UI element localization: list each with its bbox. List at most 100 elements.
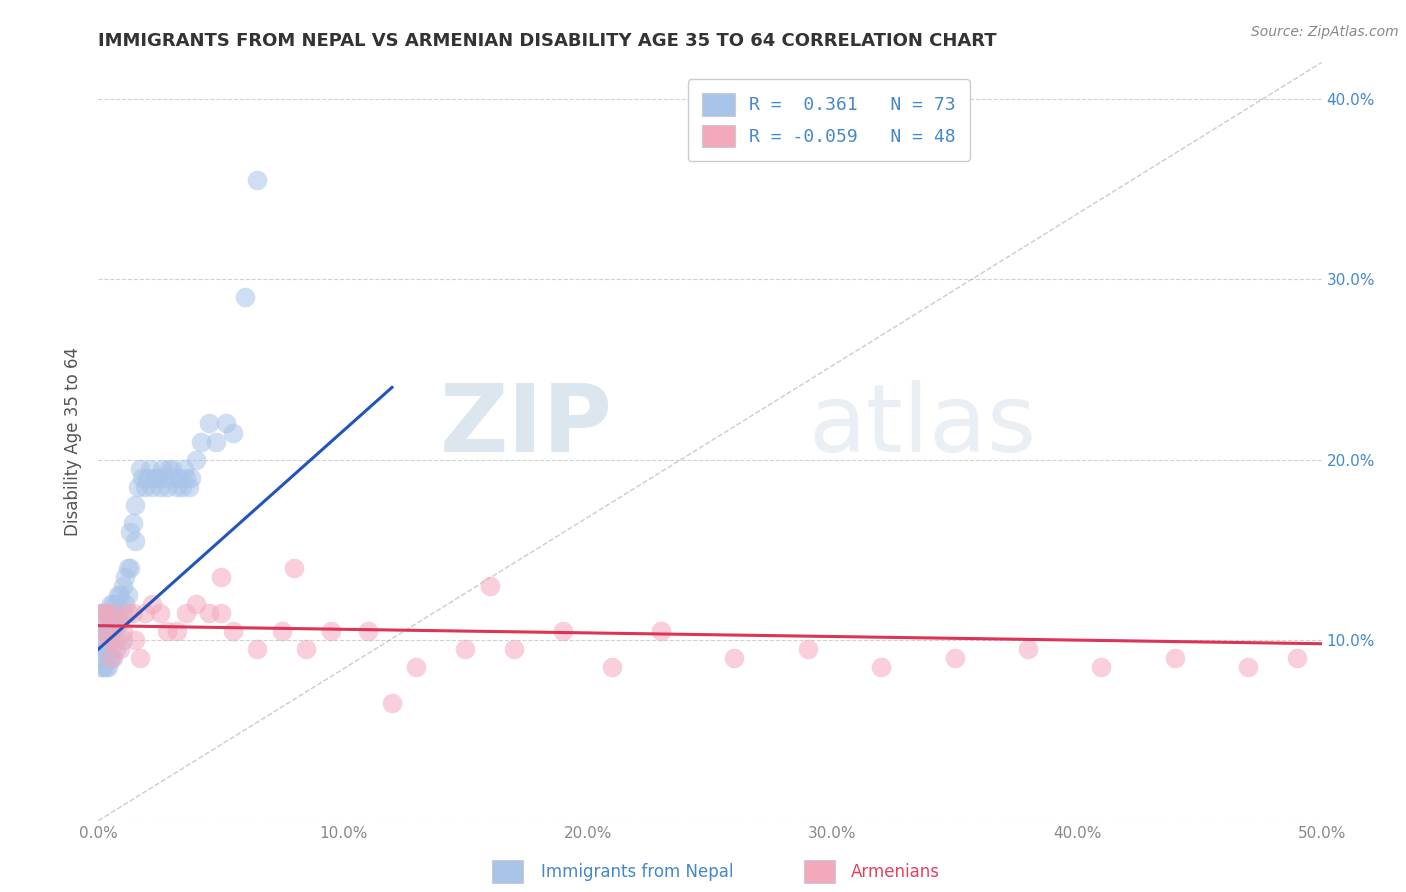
Point <box>156 480 179 494</box>
Point <box>270 624 294 639</box>
Text: atlas: atlas <box>808 380 1036 473</box>
Point <box>190 434 212 449</box>
Point <box>180 470 202 484</box>
Point <box>121 606 143 620</box>
Point <box>176 606 198 620</box>
Point <box>97 624 120 639</box>
Point <box>91 651 114 665</box>
Point <box>157 461 180 475</box>
Point <box>723 651 745 665</box>
Point <box>100 651 122 665</box>
Point <box>167 470 190 484</box>
Point <box>101 624 124 639</box>
Point <box>97 606 120 620</box>
Point <box>163 470 186 484</box>
Point <box>100 597 122 611</box>
Point <box>149 606 172 620</box>
Point <box>91 642 114 657</box>
Point <box>94 606 117 620</box>
Point <box>134 480 156 494</box>
Point <box>91 624 114 639</box>
Point <box>553 624 575 639</box>
Point <box>129 651 152 665</box>
Point <box>150 461 173 475</box>
Point <box>405 660 427 674</box>
Point <box>478 579 501 593</box>
Point <box>503 642 526 657</box>
Point <box>90 660 112 674</box>
Point <box>1017 642 1039 657</box>
Point <box>222 425 245 440</box>
Point <box>214 417 236 431</box>
Point <box>319 624 342 639</box>
Point <box>110 642 132 657</box>
Point <box>117 588 139 602</box>
Y-axis label: Disability Age 35 to 64: Disability Age 35 to 64 <box>65 347 83 536</box>
Point <box>97 660 120 674</box>
Point <box>143 470 166 484</box>
Point <box>107 588 129 602</box>
Point <box>197 606 219 620</box>
Point <box>127 480 149 494</box>
Point <box>283 561 305 575</box>
Point <box>205 434 228 449</box>
Point <box>209 606 232 620</box>
Point <box>117 606 139 620</box>
Point <box>97 642 120 657</box>
Point <box>141 597 163 611</box>
Point <box>94 660 117 674</box>
Point <box>246 173 269 187</box>
Text: Armenians: Armenians <box>851 863 939 881</box>
Point <box>101 597 124 611</box>
Point <box>134 606 156 620</box>
Point <box>381 696 404 710</box>
Point <box>139 461 162 475</box>
Point <box>117 561 139 575</box>
Point <box>797 642 820 657</box>
Point <box>1090 660 1112 674</box>
Point <box>104 633 127 648</box>
Point <box>111 624 134 639</box>
Point <box>101 651 124 665</box>
Point <box>1164 651 1187 665</box>
Point <box>94 624 117 639</box>
Point <box>160 461 183 475</box>
Point <box>356 624 378 639</box>
Text: IMMIGRANTS FROM NEPAL VS ARMENIAN DISABILITY AGE 35 TO 64 CORRELATION CHART: IMMIGRANTS FROM NEPAL VS ARMENIAN DISABI… <box>98 32 997 50</box>
Point <box>114 570 136 584</box>
Point <box>149 480 172 494</box>
Point <box>111 633 134 648</box>
Point <box>91 660 114 674</box>
Point <box>222 624 245 639</box>
Point <box>166 624 188 639</box>
Point <box>136 470 159 484</box>
Point <box>111 606 134 620</box>
Point <box>94 642 117 657</box>
Point <box>173 461 195 475</box>
Point <box>107 615 129 629</box>
Point <box>104 615 127 629</box>
Point <box>124 533 146 548</box>
Point <box>295 642 318 657</box>
Point <box>94 606 117 620</box>
Point <box>124 498 146 512</box>
Legend: R =  0.361   N = 73, R = -0.059   N = 48: R = 0.361 N = 73, R = -0.059 N = 48 <box>688 79 970 161</box>
Point <box>110 615 132 629</box>
Point <box>146 470 169 484</box>
Text: Immigrants from Nepal: Immigrants from Nepal <box>541 863 734 881</box>
Point <box>454 642 477 657</box>
Point <box>870 660 893 674</box>
Point <box>91 606 114 620</box>
Point <box>121 516 143 530</box>
Point <box>176 470 198 484</box>
Point <box>90 606 112 620</box>
Point <box>156 624 179 639</box>
Point <box>90 606 112 620</box>
Point <box>114 597 136 611</box>
Point <box>186 452 208 467</box>
Point <box>104 597 127 611</box>
Point <box>100 651 122 665</box>
Point <box>166 480 188 494</box>
Point <box>153 470 176 484</box>
Point <box>170 480 193 494</box>
